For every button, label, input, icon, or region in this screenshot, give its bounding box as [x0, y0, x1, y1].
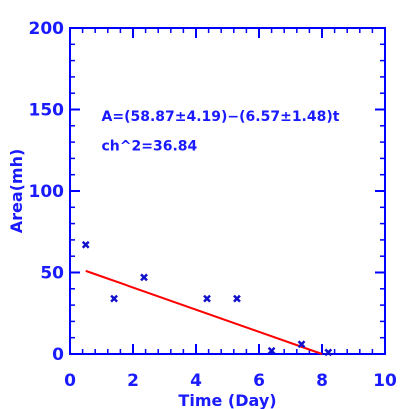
- chi-square-annotation: ch^2=36.84: [102, 138, 198, 154]
- x-tick-label: 6: [253, 371, 265, 391]
- fit-equation-annotation: A=(58.87±4.19)−(6.57±1.48)t: [102, 109, 340, 125]
- data-point: [110, 294, 118, 303]
- x-axis-title: Time (Day): [178, 391, 276, 409]
- data-point: [203, 294, 211, 303]
- data-point: [233, 294, 241, 303]
- y-tick-label: 150: [29, 101, 65, 121]
- fit-line-layer: [85, 269, 323, 355]
- data-points: [81, 240, 333, 357]
- x-tick-label: 0: [64, 371, 76, 391]
- plot-border: [69, 27, 386, 355]
- data-point: [140, 273, 148, 282]
- y-tick-label: 200: [29, 19, 65, 39]
- y-axis-ticks: 0 50 100 150 200: [29, 19, 385, 365]
- x-tick-label: 10: [373, 371, 397, 391]
- x-tick-label: 8: [316, 371, 328, 391]
- x-axis-ticks: 0 2 4 6 8 10: [64, 28, 397, 391]
- y-tick-label: 50: [40, 264, 64, 284]
- data-point: [297, 340, 306, 349]
- data-point: [267, 346, 276, 355]
- plot-frame: [69, 27, 386, 355]
- annotations: A=(58.87±4.19)−(6.57±1.48)t ch^2=36.84: [102, 109, 340, 154]
- fit-line: [85, 269, 323, 355]
- y-axis-title: Area(mh): [7, 149, 26, 234]
- x-tick-label: 4: [190, 371, 202, 391]
- data-point: [81, 240, 90, 249]
- data-point: [324, 348, 333, 357]
- x-tick-label: 2: [127, 371, 139, 391]
- y-tick-label: 0: [52, 345, 64, 365]
- y-tick-label: 100: [29, 182, 65, 202]
